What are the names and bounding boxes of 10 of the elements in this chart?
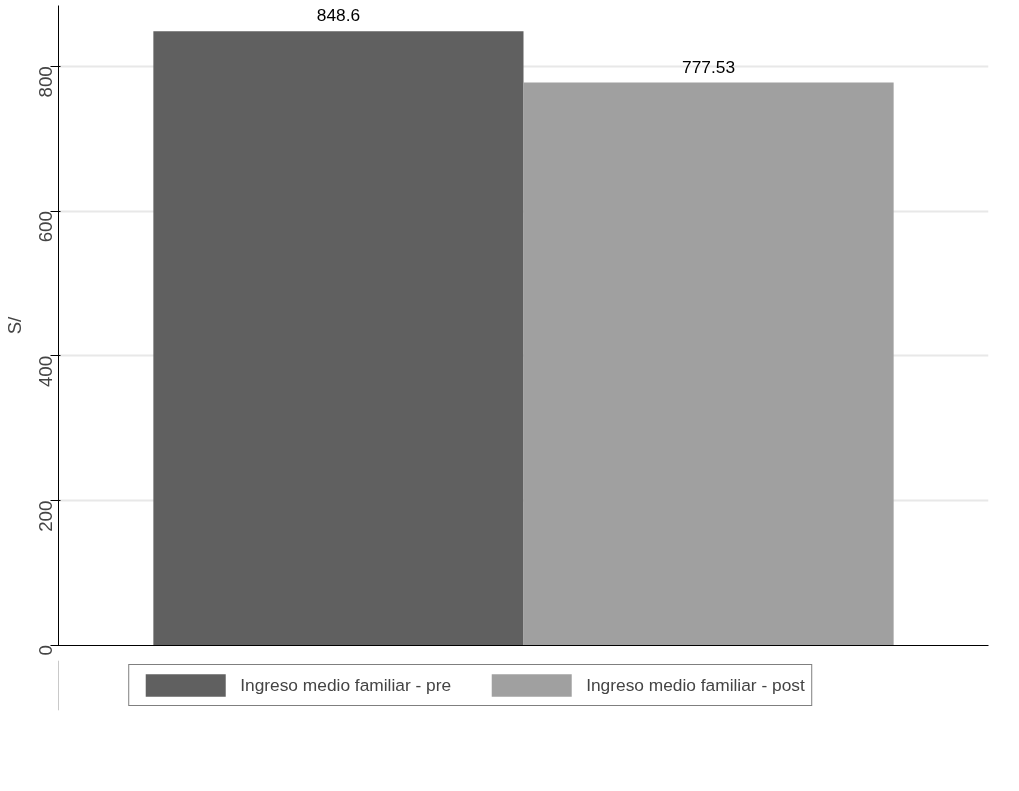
data-label: 777.53	[682, 56, 736, 77]
y-tick-label: 400	[35, 355, 56, 388]
legend-label: Ingreso medio familiar - post	[586, 674, 805, 696]
y-tick-label: 200	[35, 500, 56, 532]
legend-label: Ingreso medio familiar - pre	[240, 674, 452, 696]
y-axis-title: S/	[3, 315, 25, 335]
y-tick-label: 0	[35, 645, 56, 656]
y-tick-label: 800	[35, 66, 56, 98]
data-label: 848.6	[316, 5, 361, 26]
y-tick-label: 600	[35, 211, 56, 243]
